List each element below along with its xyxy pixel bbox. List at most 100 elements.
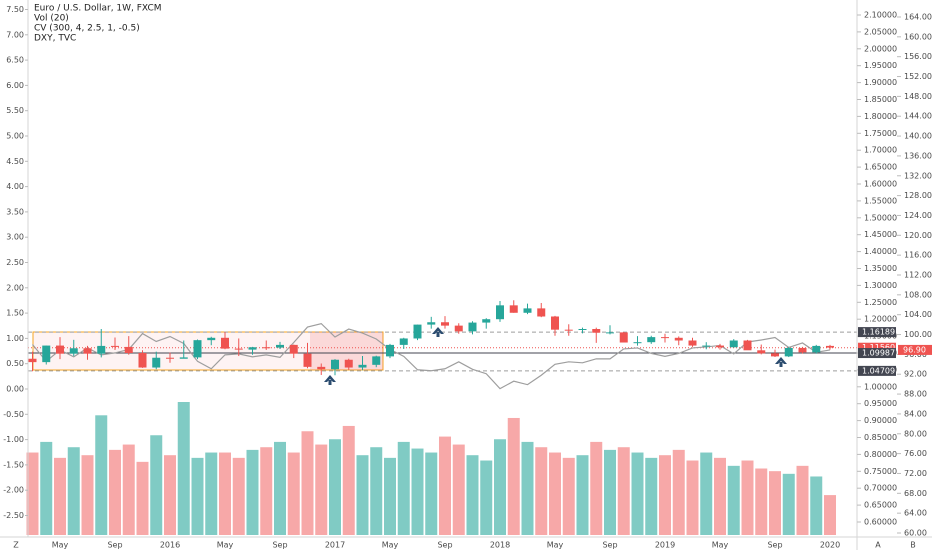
arrow-up [775,357,787,367]
volume-bar [370,447,383,535]
volume-bar [425,452,438,535]
candle-body [496,305,504,320]
button[interactable]: A [875,541,881,550]
volume-bar [700,452,713,535]
volume-bar [411,448,424,535]
button[interactable]: B [910,541,916,550]
y2-tick-label: 120.00 [904,231,932,240]
x-tick-label: Sep [437,541,452,550]
x-tick-label: May [52,541,69,550]
y-tick-label: 1.95000 [864,61,897,70]
candle-body [578,329,587,331]
x-tick-label: 2019 [655,541,675,550]
y2-tick-label: 100.00 [904,330,932,339]
y-tick-label: 0.85000 [864,433,897,442]
volume-bar [549,452,561,535]
y-tick-label: 1.00000 [864,382,897,391]
candle-body [276,344,284,348]
volume-bar [631,452,644,535]
candle-body [537,308,546,317]
volume-bar [54,457,66,535]
candle-body [69,348,78,354]
y-tick-label: 1.20000 [864,315,897,324]
candle-body [702,345,711,347]
y-tick-label: 1.65000 [864,163,897,172]
candle-body [509,305,518,313]
volume-bar [714,457,726,535]
y-tick-label: 2.00 [6,283,24,292]
y-tick-label: 1.50 [6,309,24,318]
candle-body [344,359,353,368]
x-tick-label: Sep [767,541,782,550]
candle-body [234,348,243,350]
y-tick-label: 1.75000 [864,129,897,138]
y2-tick-label: 116.00 [904,251,932,260]
y-tick-label: 2.10000 [864,11,897,20]
candle-body [124,346,133,353]
y2-tick-label: 124.00 [904,211,932,220]
y-tick-label: 1.25000 [864,298,897,307]
y-tick-label: -2.00 [3,486,24,495]
volume-bar [686,460,699,535]
y-tick-label: 0.65000 [864,501,897,510]
volume-bar [191,457,204,535]
legend-title: Euro / U.S. Dollar, 1W, FXCM [34,4,162,14]
y2-tick-label: 156.00 [904,52,932,61]
dxy-tag [898,344,932,355]
candle-body [716,345,724,348]
candle-body [399,338,408,345]
candle-body [166,357,174,359]
y-tick-label: 1.40000 [864,247,897,256]
volume-bar [672,449,685,535]
volume-bar [439,436,451,535]
y-tick-label: -1.50 [3,460,24,469]
y2-tick-label: 76.00 [904,449,927,458]
volume-bar [177,402,190,535]
y-tick-label: 1.00 [6,334,24,343]
y-tick-label: 5.50 [6,106,24,115]
y2-tick-label: 132.00 [904,171,932,180]
y2-tick-label: 140.00 [904,132,932,141]
candle-body [482,319,491,323]
candle-body [826,345,834,348]
x-tick-label: Sep [272,541,287,550]
y-tick-label: 7.00 [6,30,24,39]
volume-bar [329,439,341,535]
candle-body [83,348,92,354]
arrows [324,327,787,385]
y-tick-label: 0.70000 [864,484,897,493]
volume-bar [645,457,658,535]
candle-body [551,316,559,330]
candle-body [372,356,381,365]
volume-bar [755,468,768,535]
volume-bar [164,455,176,535]
candle-body [661,337,669,339]
x-tick-label: 2018 [490,541,510,550]
y-tick-label: 3.50 [6,207,24,216]
candle-body [248,347,257,350]
candle-body [28,358,37,363]
volume-bar [122,444,135,535]
button[interactable]: Z [13,541,19,550]
y2-tick-label: 72.00 [904,469,927,478]
volume-bar [109,449,121,535]
y-tick-label: -2.50 [3,511,24,520]
candle-body [42,345,51,363]
volume-bar [384,457,396,535]
candle-body [303,353,312,367]
volume-bar [342,425,355,535]
volume-bar [769,471,781,535]
candle-body [138,353,147,368]
candle-body [358,364,367,368]
price-tag-label: 1.11560 [862,343,895,352]
candle-body [427,322,436,325]
candle-body [468,322,477,332]
y-tick-label: 6.50 [6,56,24,65]
y2-tick-label: 144.00 [904,112,932,121]
volume-bar [67,447,80,535]
y-tick-label: 0.75000 [864,467,897,476]
candle-body [317,366,326,370]
arrow-up [432,327,444,337]
arrow-up [324,375,336,385]
price-tag [858,348,896,359]
